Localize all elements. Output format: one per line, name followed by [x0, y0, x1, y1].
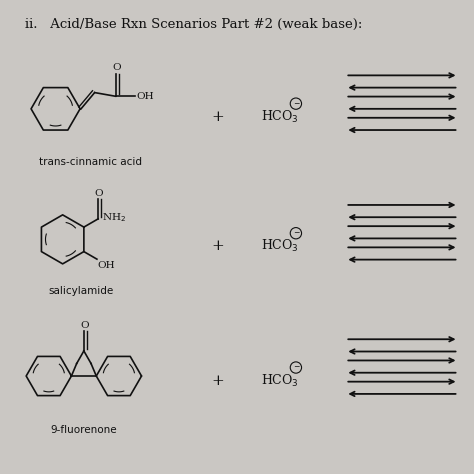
Text: +: + [212, 239, 225, 254]
Text: +: + [212, 374, 225, 388]
Text: HCO$_3$: HCO$_3$ [261, 238, 298, 255]
Text: OH: OH [98, 261, 116, 270]
Text: −: − [293, 229, 299, 237]
Text: O: O [112, 63, 121, 72]
Text: HCO$_3$: HCO$_3$ [261, 109, 298, 125]
Text: ii.   Acid/Base Rxn Scenarios Part #2 (weak base):: ii. Acid/Base Rxn Scenarios Part #2 (wea… [25, 18, 362, 31]
Text: +: + [212, 110, 225, 124]
Text: −: − [293, 364, 299, 372]
Text: salicylamide: salicylamide [49, 286, 114, 296]
Text: OH: OH [136, 92, 154, 101]
Text: −: − [293, 100, 299, 108]
Text: O: O [94, 189, 103, 198]
Text: HCO$_3$: HCO$_3$ [261, 373, 298, 389]
Text: NH$_2$: NH$_2$ [102, 211, 126, 224]
Text: O: O [81, 321, 89, 330]
Text: 9-fluorenone: 9-fluorenone [51, 426, 117, 436]
Text: trans-cinnamic acid: trans-cinnamic acid [39, 157, 142, 167]
